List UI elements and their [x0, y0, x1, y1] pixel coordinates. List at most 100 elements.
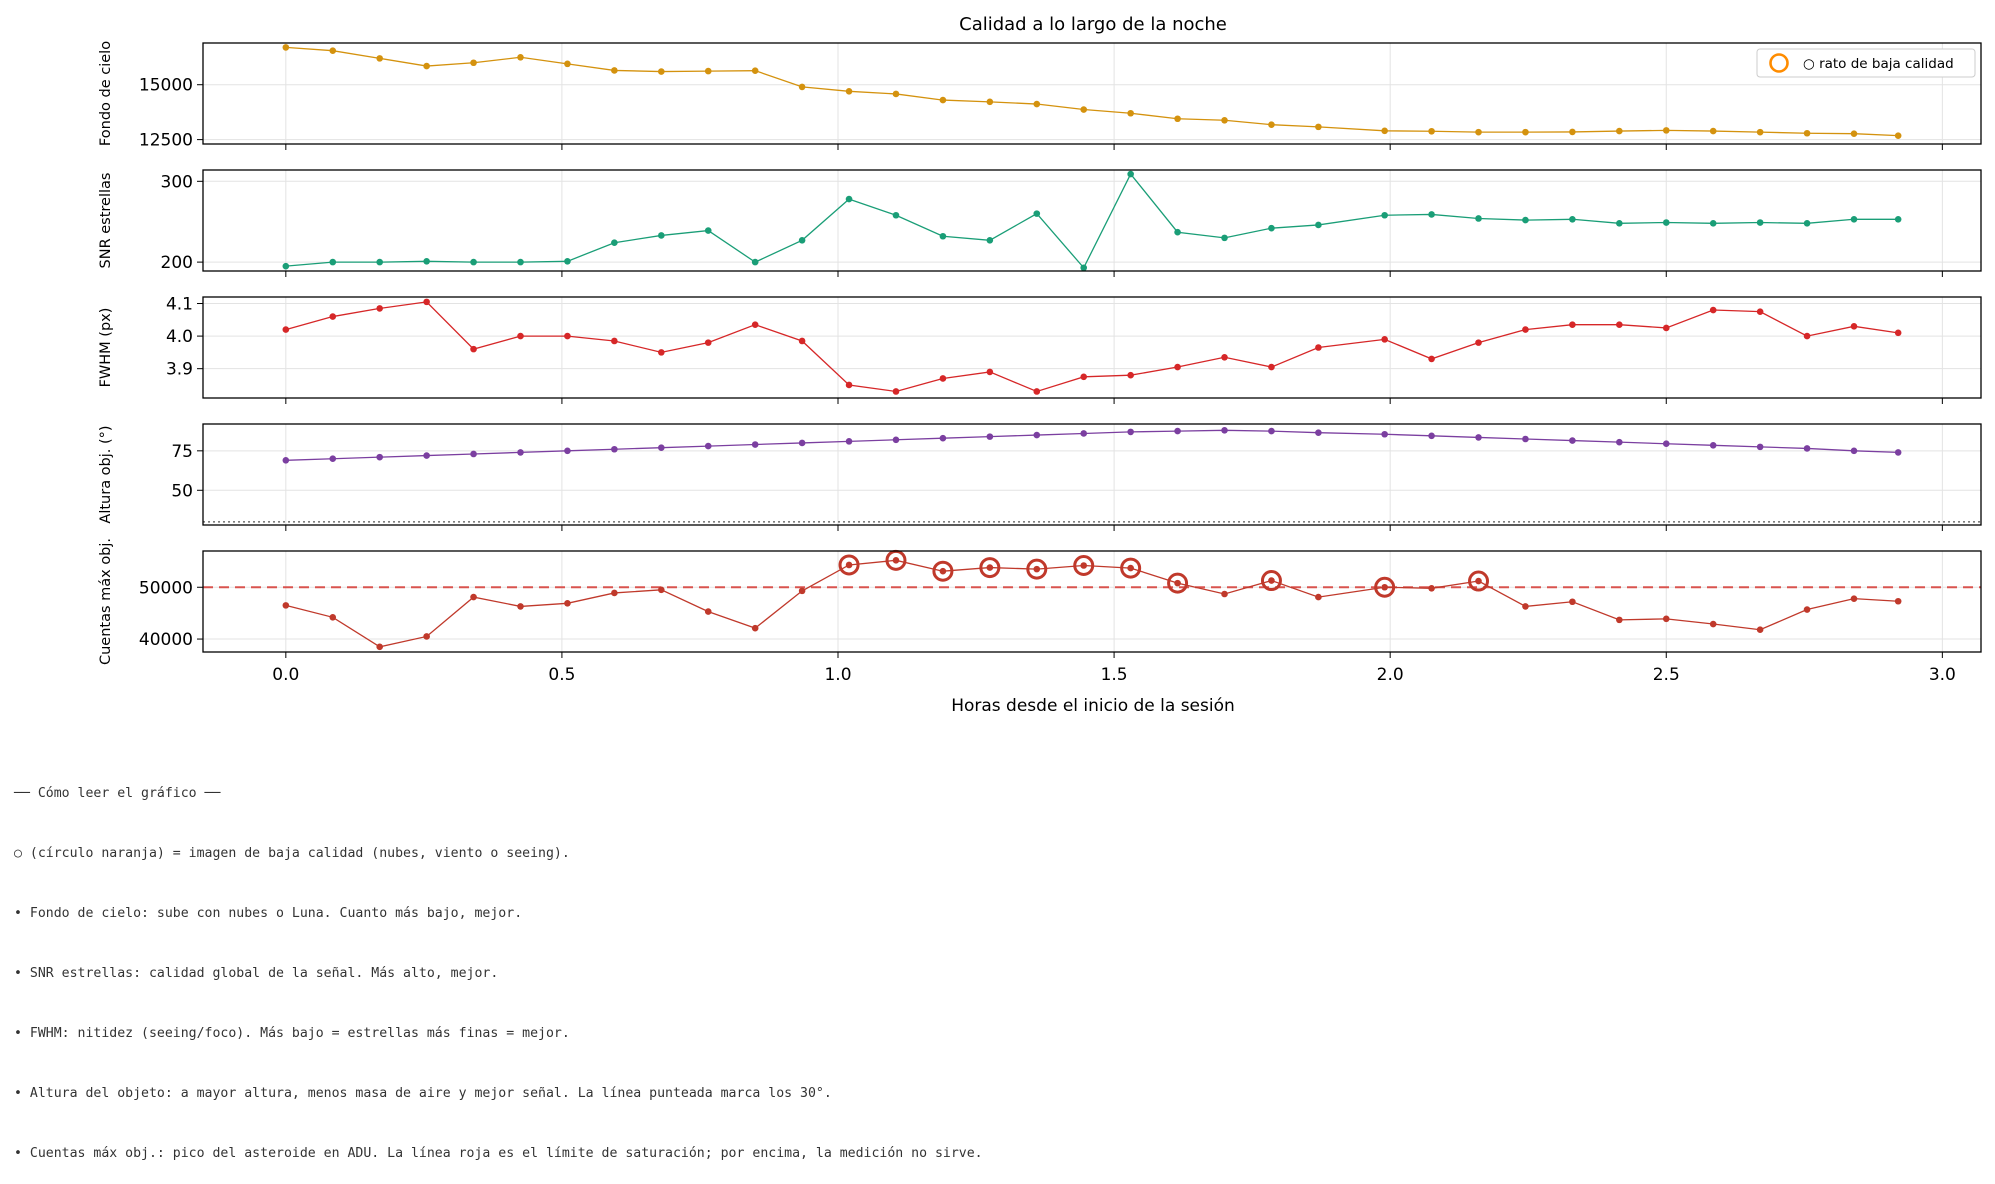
data-point: [704, 339, 712, 346]
data-point: [470, 450, 477, 458]
data-point: [1127, 170, 1134, 178]
data-point: [1894, 597, 1902, 605]
data-point: [517, 258, 524, 266]
data-point: [1221, 353, 1228, 361]
data-point: [1662, 219, 1670, 226]
data-point: [1522, 216, 1529, 224]
data-point: [1080, 562, 1088, 569]
data-point: [658, 444, 665, 451]
data-point: [1127, 428, 1134, 436]
data-point: [1127, 564, 1134, 572]
chart-title: Calidad a lo largo de la noche: [959, 14, 1227, 35]
series-line: [285, 429, 1899, 461]
data-point: [1221, 234, 1228, 242]
data-point: [1080, 373, 1088, 381]
data-point: [845, 88, 853, 95]
y-tick-label: 15000: [139, 76, 193, 96]
data-point: [658, 232, 665, 239]
data-point: [751, 624, 759, 632]
data-point: [1709, 127, 1717, 135]
data-point: [798, 83, 806, 91]
data-point: [1616, 438, 1623, 446]
notes-line: • Cuentas máx obj.: pico del asteroide e…: [14, 1146, 983, 1161]
data-point: [798, 337, 806, 345]
data-point: [517, 603, 524, 610]
data-point: [1033, 431, 1041, 439]
data-point: [658, 68, 665, 75]
data-point: [376, 55, 383, 62]
data-point: [564, 332, 571, 340]
data-point: [1174, 427, 1181, 435]
data-point: [892, 388, 900, 395]
data-point: [658, 349, 665, 356]
y-axis-label: SNR estrellas: [98, 173, 114, 269]
data-point: [1381, 127, 1388, 135]
quality-chart: Calidad a lo largo de la noche 12500 1500…: [98, 14, 1982, 716]
low-quality-marker: [1167, 572, 1189, 594]
data-point: [329, 47, 337, 54]
data-point: [1850, 215, 1858, 223]
data-point: [1315, 123, 1322, 131]
data-point: [1616, 127, 1623, 135]
data-point: [892, 90, 900, 98]
data-point: [1315, 593, 1322, 601]
data-point: [1850, 323, 1858, 330]
notes-heading: ── Cómo leer el gráfico ──: [14, 786, 221, 801]
data-point: [470, 345, 477, 353]
data-point: [892, 557, 900, 564]
data-point: [1268, 121, 1275, 128]
data-point: [986, 236, 994, 244]
data-point: [704, 227, 712, 234]
data-point: [376, 305, 383, 312]
data-point: [1174, 363, 1181, 371]
y-tick-label: 40000: [139, 630, 193, 650]
reading-notes: ── Cómo leer el gráfico ── ○ (círculo na…: [14, 744, 983, 1184]
data-point: [423, 452, 430, 459]
data-point: [470, 258, 477, 266]
y-tick-label: 4.0: [166, 327, 193, 347]
data-point: [892, 211, 900, 219]
low-quality-marker: [932, 560, 954, 582]
data-point: [1569, 215, 1576, 223]
data-point: [845, 438, 853, 445]
data-point: [1662, 324, 1670, 332]
data-point: [1894, 132, 1902, 139]
data-point: [751, 321, 759, 328]
data-point: [329, 258, 337, 266]
data-point: [1756, 626, 1764, 634]
data-point: [845, 195, 853, 203]
data-point: [1428, 432, 1435, 440]
data-point: [1033, 100, 1041, 108]
data-point: [1080, 430, 1088, 437]
low-quality-marker: [1120, 557, 1142, 579]
data-point: [1894, 215, 1902, 223]
data-point: [892, 436, 900, 444]
data-point: [1569, 321, 1576, 328]
data-point: [1756, 308, 1764, 315]
data-point: [1381, 583, 1388, 591]
data-point: [1174, 115, 1181, 123]
data-point: [1709, 220, 1717, 227]
low-quality-marker: [1073, 555, 1095, 577]
data-point: [1709, 442, 1717, 449]
chart-panels: 12500 15000 Fondo de cielo 200 300 SNR estrel…: [98, 41, 1982, 685]
data-point: [939, 232, 947, 240]
x-tick-label: 3.0: [1929, 665, 1956, 685]
data-point: [1803, 606, 1811, 613]
low-quality-marker: [838, 554, 860, 576]
low-quality-marker: [979, 557, 1001, 579]
data-point: [798, 587, 806, 595]
data-point: [751, 67, 759, 74]
data-point: [798, 236, 806, 244]
data-point: [1381, 430, 1388, 438]
y-axis-label: FWHM (px): [98, 308, 114, 388]
data-point: [470, 593, 477, 601]
panel-3: 3.9 4.0 4.1 FWHM (px): [98, 295, 1982, 404]
data-point: [1569, 437, 1576, 444]
series-line: [285, 559, 1899, 648]
data-point: [282, 44, 290, 51]
panel-frame: [202, 550, 1982, 653]
data-point: [423, 62, 430, 70]
data-point: [1428, 211, 1435, 218]
data-point: [1894, 449, 1902, 456]
